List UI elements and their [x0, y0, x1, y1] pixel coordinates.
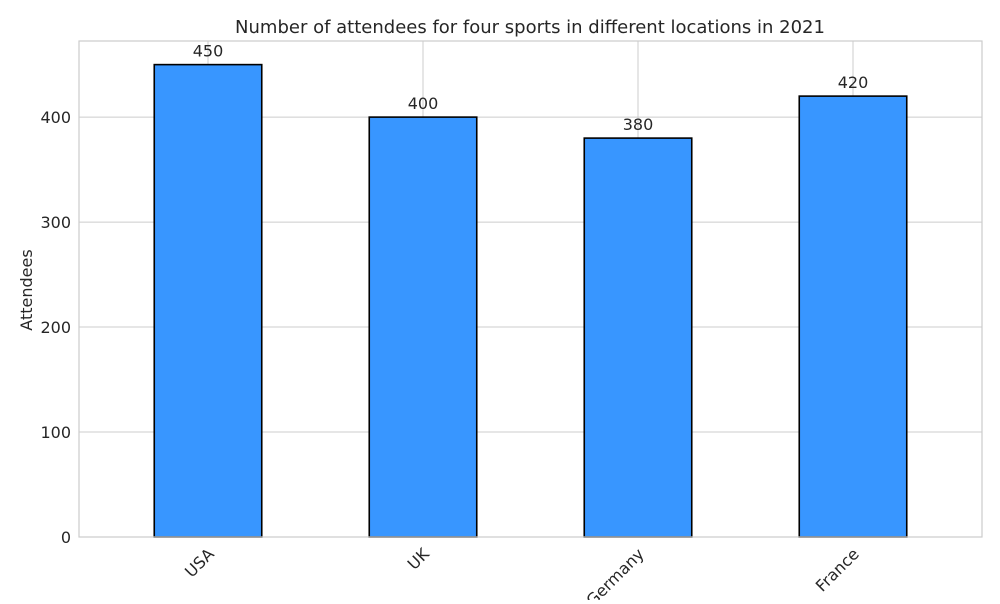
x-tick-label: UK	[404, 544, 433, 573]
axes-spines	[78, 40, 983, 538]
data-label: 450	[193, 42, 224, 61]
y-axis-label: Attendees	[17, 249, 36, 330]
x-tick-label: France	[812, 544, 863, 595]
y-tick-label: 200	[40, 318, 71, 337]
bar-layer	[153, 63, 908, 538]
data-label: 380	[623, 115, 654, 134]
y-tick-label: 400	[40, 108, 71, 127]
axes-frame	[78, 40, 983, 538]
bar-germany	[583, 137, 693, 538]
x-tick-label: USA	[181, 544, 218, 581]
y-tick-label: 0	[61, 528, 71, 547]
data-label: 400	[408, 94, 439, 113]
chart-title: Number of attendees for four sports in d…	[235, 17, 825, 38]
bar-france	[798, 95, 908, 538]
bar-uk	[368, 116, 478, 538]
x-tick-label: Germany	[582, 544, 647, 600]
data-label-layer: 450 400 380 420	[193, 42, 869, 134]
y-tick-label: 300	[40, 213, 71, 232]
y-tick-label: 100	[40, 423, 71, 442]
bar-usa	[153, 63, 263, 538]
data-label: 420	[838, 73, 869, 92]
